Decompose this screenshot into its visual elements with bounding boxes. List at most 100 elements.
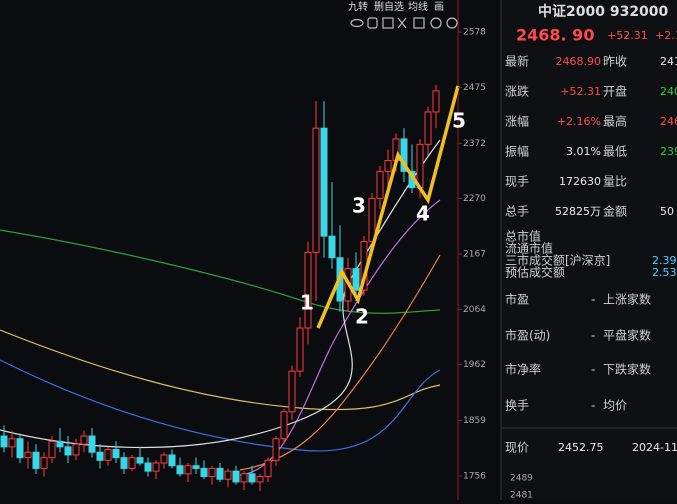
stat-label: 市盈 <box>505 292 529 307</box>
candle-body <box>296 327 304 372</box>
toolbar-button[interactable]: 画 <box>434 2 444 13</box>
zoom-in-icon[interactable] <box>430 17 442 29</box>
row-label: 开盘 <box>603 84 627 99</box>
ma-line <box>0 329 441 411</box>
toolbar-button[interactable]: 删自选 <box>374 0 404 13</box>
row-value: 240 <box>660 85 677 98</box>
candle-body <box>176 465 184 475</box>
wave-label: 5 <box>452 109 466 133</box>
candle-body <box>152 462 160 472</box>
toolbar-button[interactable]: 九转 <box>348 0 368 13</box>
candle-body <box>200 467 208 478</box>
stat-dash: - <box>591 329 595 343</box>
candle-body <box>264 459 272 478</box>
y-tick-label: 2270 <box>463 194 486 204</box>
toolbar: 九转 删自选 均线 画 <box>348 0 444 13</box>
candle-body <box>280 411 288 440</box>
candle-body <box>120 457 128 469</box>
y-tick-label: 2064 <box>463 305 486 315</box>
candle-body <box>416 143 424 189</box>
market-label: 流通市值 <box>505 241 553 256</box>
toolbar-button[interactable]: 均线 <box>408 0 428 13</box>
stat-label: 均价 <box>603 399 627 413</box>
candle-body <box>272 438 280 461</box>
row-label: 最新 <box>505 54 529 69</box>
candle-body <box>144 462 152 472</box>
eye-icon[interactable] <box>350 18 364 28</box>
y-tick-label: 2578 <box>463 28 486 38</box>
candle-body <box>240 473 248 483</box>
moving-averages <box>0 139 441 476</box>
row-value: 50 <box>660 205 674 218</box>
candle-body <box>424 111 432 145</box>
candle-body <box>304 251 312 329</box>
candle-body <box>384 160 392 172</box>
y-tick-label: 2167 <box>463 250 486 260</box>
candle-body <box>192 465 200 469</box>
stat-dash: - <box>591 293 595 307</box>
candle-body <box>80 435 88 445</box>
candle-body <box>88 435 96 453</box>
quote-change-pct: +2.1 <box>655 29 677 42</box>
zoom-out-icon[interactable] <box>446 17 458 29</box>
candle-body <box>96 451 104 461</box>
row-label: 量比 <box>603 175 627 189</box>
wave-line <box>316 85 460 329</box>
stat-label: 市净率 <box>505 362 541 377</box>
y-tick-label: 2475 <box>463 83 486 93</box>
candle-body <box>328 235 336 259</box>
y-tick-label: 2372 <box>463 139 486 149</box>
stat-label: 上涨家数 <box>603 292 651 307</box>
ma-line <box>239 254 441 471</box>
candles <box>0 84 440 492</box>
market-value: 2.39 <box>652 254 677 267</box>
now-date: 2024-11-0 <box>632 441 677 454</box>
candle-body <box>0 435 8 448</box>
row-label: 总手 <box>505 205 529 219</box>
hand-icon[interactable] <box>367 17 378 29</box>
wave-label: 3 <box>352 194 366 218</box>
candle-body <box>352 268 360 291</box>
market-label: 总市值 <box>505 229 541 244</box>
wave-label: 2 <box>355 305 369 329</box>
cut-icon[interactable] <box>397 17 407 29</box>
row-label: 振幅 <box>505 144 529 159</box>
ma-line <box>0 359 441 452</box>
row-label: 现手 <box>505 175 529 189</box>
candle-body <box>224 470 232 480</box>
candle-body <box>368 197 376 243</box>
row-value: +2.16% <box>557 115 601 128</box>
row-value: 3.01% <box>566 145 601 158</box>
candle-body <box>288 370 296 413</box>
stat-label: 平盘家数 <box>603 328 651 343</box>
row-value: 2468.90 <box>556 55 602 68</box>
ma-line <box>0 139 441 449</box>
candle-body <box>400 138 408 172</box>
candle-body <box>72 443 80 456</box>
row-value: 172630 <box>559 175 601 188</box>
quote-change: +52.31 <box>607 29 648 42</box>
candle-body <box>232 470 240 483</box>
candle-body <box>432 90 440 113</box>
row-label: 涨跌 <box>505 84 529 99</box>
candle-body <box>320 127 328 237</box>
y-tick-label: 1962 <box>463 360 486 370</box>
mini-axis-label: 2481 <box>510 491 533 501</box>
frame-icon[interactable] <box>382 17 394 29</box>
candle-body <box>16 438 24 459</box>
market-label: 预估成交额 <box>505 265 565 280</box>
row-value: 246 <box>660 115 677 128</box>
row-value: +52.31 <box>560 85 601 98</box>
candle-body <box>128 457 136 469</box>
quote-title: 中证2000 932000 <box>538 3 669 20</box>
row-label: 最低 <box>603 145 627 159</box>
candle-body <box>168 454 176 467</box>
row-label: 涨幅 <box>505 114 529 129</box>
wave-labels: 1 2 3 4 5 <box>300 109 466 329</box>
candle-body <box>104 449 112 461</box>
candle-body <box>160 454 168 464</box>
box-icon[interactable] <box>413 17 425 29</box>
market-label: 三市成交额[沪深京] <box>505 253 610 268</box>
